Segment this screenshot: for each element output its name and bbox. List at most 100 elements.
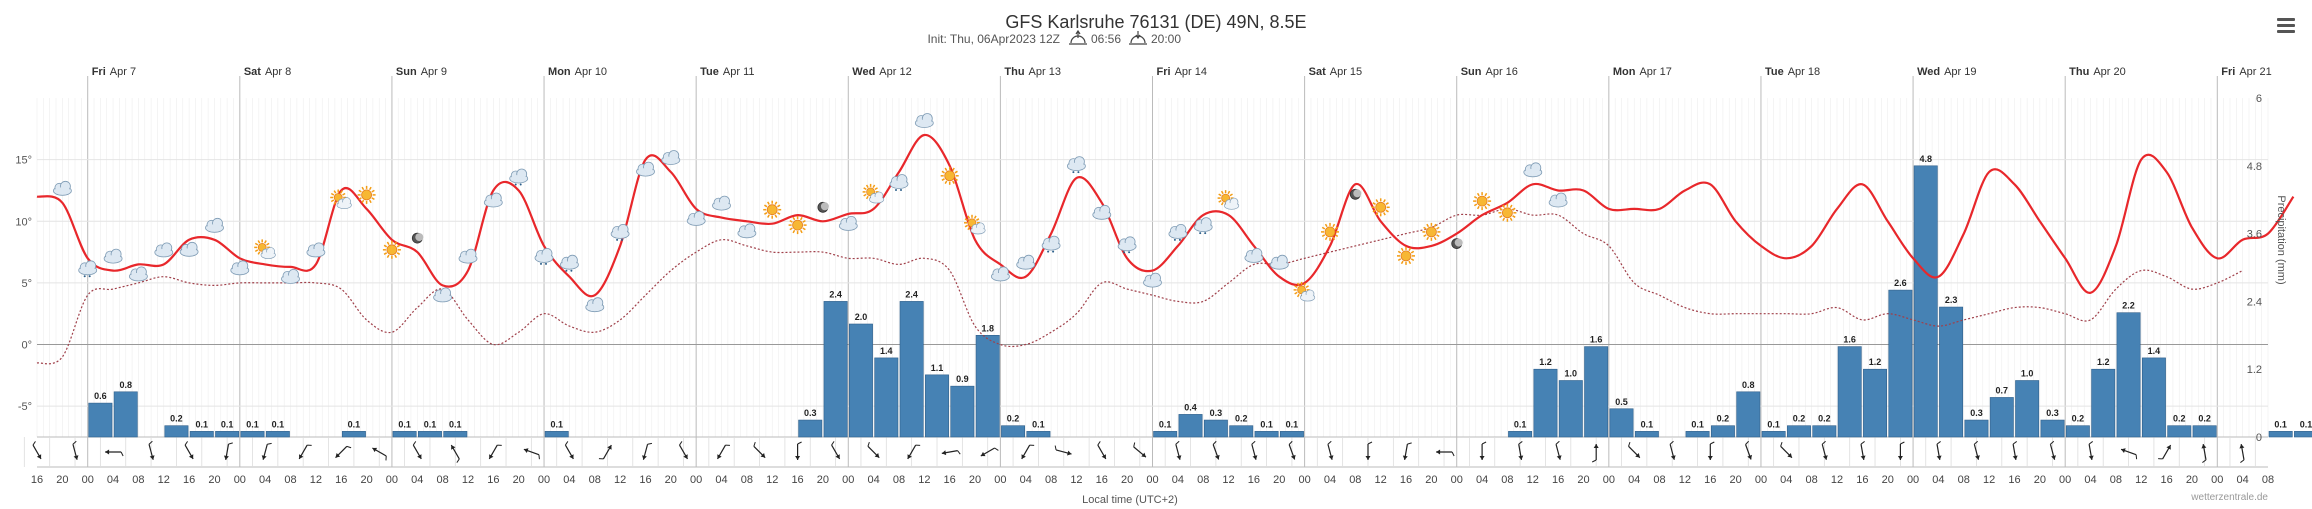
rain-drop [1128, 251, 1131, 254]
precip-label: 1.2 [1539, 357, 1552, 367]
sun-icon [357, 185, 376, 204]
day-labels: Fri Apr 7 Sat Apr 8 Sun Apr 9 Mon Apr 10 Tue Apr … [92, 66, 2272, 78]
sun-disc [766, 204, 778, 216]
day-label: Mon Apr 17 [1613, 66, 1672, 78]
cloud-shape [536, 254, 552, 262]
hour-tick-label: 04 [1628, 474, 1640, 486]
wind-arrow [941, 450, 961, 456]
wind-barb [346, 445, 352, 449]
wind-arrow [907, 444, 921, 460]
sun-ray [1321, 226, 1326, 230]
cloud-shape [1017, 261, 1034, 269]
weather-icons [53, 113, 1568, 313]
precip-label: 0.2 [1793, 414, 1806, 424]
precip-label: 0.2 [2198, 414, 2211, 424]
hour-tick-label: 12 [2135, 474, 2147, 486]
sun-ray [1502, 217, 1506, 221]
day-label: Fri Apr 7 [92, 66, 136, 78]
wind-barb [1407, 442, 1412, 445]
rain-drop [1178, 238, 1181, 241]
sun-icon [788, 216, 807, 235]
wind-arrow [1402, 442, 1412, 460]
precip-tick-label: 2.4 [2247, 296, 2262, 308]
moon-icon [817, 201, 829, 213]
precip-tick-label: 4.8 [2247, 161, 2262, 173]
precip-bar [1558, 380, 1583, 438]
sun-ray [1372, 202, 1376, 205]
wind-barb [831, 441, 835, 446]
cloud-shape [688, 217, 705, 225]
day-label-date: Apr 9 [421, 66, 447, 78]
sun-disc [386, 244, 398, 256]
cloud-shape [971, 227, 985, 234]
cloud-shape [337, 202, 351, 208]
wind-arrow [298, 444, 312, 460]
wind-barb [2088, 441, 2094, 445]
wind-head [760, 453, 766, 458]
day-label-dow: Tue [1765, 66, 1784, 78]
sun-ray [767, 214, 770, 218]
cloud-shape [891, 180, 907, 188]
sun-ray [944, 180, 948, 184]
sun-ray [396, 252, 401, 255]
sun-ray [789, 227, 793, 231]
day-label-date: Apr 10 [575, 66, 607, 78]
precip-bar [2065, 425, 2090, 438]
hour-tick-label: 00 [234, 474, 246, 486]
wind-head [2121, 448, 2126, 453]
day-label-date: Apr 21 [2239, 66, 2271, 78]
precip-bar [1888, 289, 1913, 438]
hour-tick-label: 08 [893, 474, 905, 486]
menu-icon[interactable] [2277, 18, 2295, 34]
moon-light [415, 233, 424, 242]
wind-arrow [2088, 441, 2094, 460]
wind-arrow [105, 449, 124, 457]
precip-bar [113, 391, 138, 438]
sun-ray [802, 219, 806, 223]
precip-label: 0.2 [1717, 414, 1730, 424]
hour-tick-label: 20 [1425, 474, 1437, 486]
day-label: Mon Apr 10 [548, 66, 607, 78]
day-label: Sat Apr 15 [1309, 66, 1363, 78]
wind-head [907, 454, 912, 459]
wind-barb [32, 441, 36, 446]
wind-arrow [980, 447, 999, 457]
rain-drop [621, 238, 624, 241]
sun-ray [799, 229, 803, 234]
sun-ray [1334, 234, 1339, 238]
precip-label: 1.2 [2097, 357, 2110, 367]
day-label-dow: Thu [1004, 66, 1024, 78]
wind-barb [647, 442, 653, 445]
cloud-rain-icon [610, 223, 630, 241]
wind-barb [753, 441, 756, 447]
cloud-part [970, 222, 986, 235]
wind-barb [1288, 440, 1293, 445]
hour-tick-label: 16 [1856, 474, 1868, 486]
wind-arrow [1897, 441, 1905, 460]
wind-arrow [1251, 440, 1258, 460]
sun-ray [371, 197, 375, 201]
wind-barb [1936, 441, 1941, 445]
sun-ray [340, 190, 343, 194]
precip-label: 2.4 [905, 289, 918, 299]
precip-bar [2040, 419, 2065, 438]
sun-ray [954, 178, 958, 181]
cloud-icon [103, 248, 123, 264]
hour-tick-label: 16 [183, 474, 195, 486]
cloud-shape [1550, 199, 1567, 206]
precip-label: 0.1 [1286, 419, 1299, 429]
precip-label: 0.4 [1184, 402, 1197, 412]
wind-arrow [1745, 440, 1753, 460]
sun-ray [1512, 215, 1516, 218]
cloud-part [1224, 197, 1240, 210]
wind-arrow [1365, 441, 1373, 460]
wind-barb [797, 441, 802, 445]
wind-head [1176, 455, 1182, 460]
wind-barb [915, 444, 921, 446]
precip-label: 0.3 [804, 408, 817, 418]
hour-tick-label: 16 [1248, 474, 1260, 486]
rain-drop [540, 262, 542, 265]
sun-disc [944, 170, 956, 182]
wind-arrow [2012, 441, 2018, 460]
hour-tick-label: 16 [2160, 474, 2172, 486]
